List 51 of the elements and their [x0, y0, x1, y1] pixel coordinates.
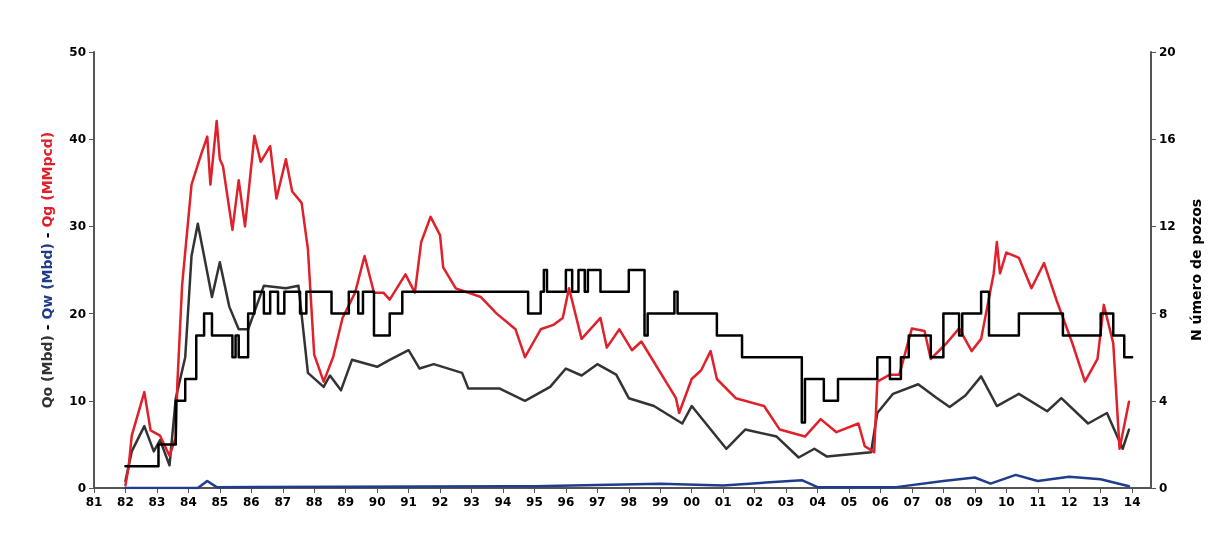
y-tick-label: 40 [69, 132, 86, 147]
x-tick-label: 82 [117, 495, 134, 509]
x-tick-label: 94 [494, 495, 512, 509]
x-tick-label: 07 [903, 495, 921, 509]
x-tick-label: 03 [777, 495, 795, 509]
x-tick-label: 12 [1060, 495, 1078, 509]
x-tick-label: 11 [1029, 495, 1047, 509]
x-tick-label: 02 [746, 495, 763, 509]
x-tick-label: 98 [620, 495, 638, 509]
x-tick-label: 04 [809, 495, 826, 509]
x-tick-label: 00 [683, 495, 701, 509]
y-tick-label: 30 [69, 219, 86, 234]
y2-tick-label: 16 [1159, 132, 1176, 147]
y2-tick-label: 8 [1159, 306, 1168, 321]
y-tick-label: 10 [69, 393, 86, 408]
x-tick-label: 89 [337, 495, 355, 509]
y2-tick-label: 0 [1159, 481, 1168, 495]
x-tick-label: 09 [966, 495, 984, 509]
y-tick-label: 20 [69, 306, 86, 321]
x-tick-label: 91 [400, 495, 417, 509]
x-tick-label: 06 [872, 495, 889, 509]
line-series [124, 119, 1131, 487]
x-tick-label: 95 [526, 495, 543, 509]
x-tick-label: 92 [431, 495, 449, 509]
y2-axis-title: N úmero de pozos [1188, 198, 1204, 342]
x-tick-label: 81 [85, 495, 103, 509]
x-tick-label: 97 [588, 495, 606, 509]
y2-tick-label: 4 [1159, 393, 1168, 408]
x-tick-label: 10 [997, 495, 1015, 509]
x-tick-label: 08 [935, 495, 952, 509]
x-tick-label: 83 [148, 495, 166, 509]
x-tick-label: 84 [180, 495, 197, 509]
x-tick-label: 87 [274, 495, 292, 509]
line-series [124, 473, 1131, 490]
y-axis-title: Qo (Mbd) - Qw (Mbd) - Qg (MMpcd) [39, 131, 55, 409]
x-tick-label: 01 [714, 495, 732, 509]
x-tick-label: 88 [305, 495, 323, 509]
line-series [124, 222, 1131, 483]
y-tick-label: 50 [69, 45, 86, 59]
x-tick-label: 90 [368, 495, 386, 509]
x-tick-label: 93 [463, 495, 480, 509]
x-tick-label: 05 [840, 495, 858, 509]
x-tick-label: 13 [1092, 495, 1110, 509]
y2-tick-label: 12 [1159, 219, 1176, 234]
x-tick-label: 14 [1123, 495, 1141, 509]
x-tick-label: 85 [211, 495, 229, 509]
y2-tick-label: 20 [1159, 45, 1176, 59]
x-tick-label: 86 [242, 495, 260, 509]
y-tick-label: 0 [77, 481, 86, 495]
x-tick-label: 99 [651, 495, 669, 509]
x-tick-label: 96 [557, 495, 575, 509]
